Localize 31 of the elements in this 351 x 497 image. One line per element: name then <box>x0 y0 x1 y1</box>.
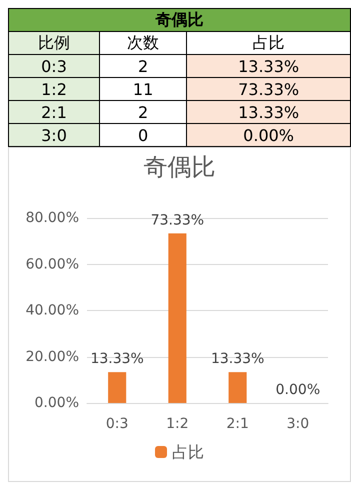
category-label: 0:3 <box>8 54 100 78</box>
data-label: 11 <box>100 78 187 100</box>
category-label: 1:2 <box>8 78 100 100</box>
x-tick-label: 1:2 <box>166 416 189 432</box>
text: 比例 <box>8 32 100 54</box>
data-label: 2 <box>100 100 187 124</box>
series-label: 占比 <box>186 32 350 54</box>
data-label: 73.33% <box>186 78 350 100</box>
y-tick-label: 20.00% <box>26 348 79 365</box>
text: 奇偶比 <box>8 8 350 32</box>
category-label: 2:1 <box>8 100 100 124</box>
legend-label: 占比 <box>172 442 204 462</box>
y-tick-label: 0.00% <box>34 395 79 411</box>
x-tick-label: 3:0 <box>286 416 310 432</box>
y-tick-label: 40.00% <box>26 302 79 318</box>
y-tick-label: 60.00% <box>26 256 79 272</box>
data-label: 13.33% <box>186 100 350 124</box>
data-label: 2 <box>100 54 187 78</box>
series-label: 次数 <box>100 32 187 54</box>
y-tick-label: 80.00% <box>26 210 79 226</box>
data-label: 13.33% <box>186 54 350 78</box>
chart-title: 奇偶比 <box>144 153 216 181</box>
data-label: 13.33% <box>90 351 144 368</box>
data-label: 73.33% <box>150 212 204 228</box>
data-label: 0.00% <box>186 124 350 146</box>
x-tick-label: 2:1 <box>226 416 249 432</box>
category-label: 3:0 <box>8 124 100 146</box>
x-tick-label: 0:3 <box>106 416 128 432</box>
data-label: 13.33% <box>210 351 264 368</box>
data-label: 0 <box>100 124 187 146</box>
data-label: 0.00% <box>276 382 320 398</box>
